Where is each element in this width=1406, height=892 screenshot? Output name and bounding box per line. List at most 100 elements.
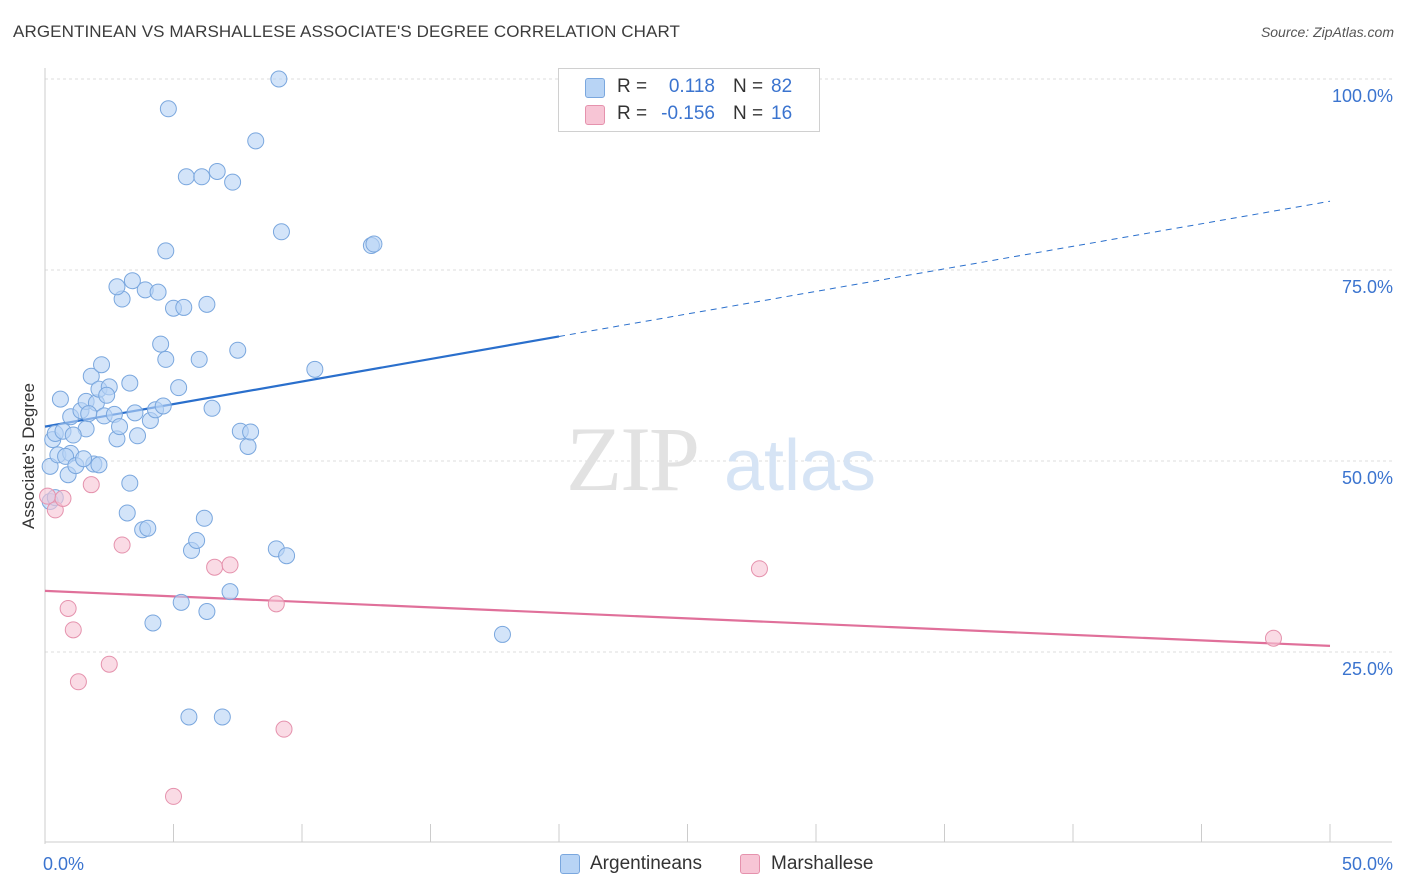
point-marshallese-4	[64, 621, 82, 639]
point-argentineans-78	[64, 426, 82, 444]
series-legend: Argentineans Marshallese	[0, 852, 1406, 876]
y-tick-label-75: 75.0%	[1342, 277, 1393, 297]
point-argentineans-35	[139, 519, 157, 537]
point-argentineans-29	[121, 474, 139, 492]
point-marshallese-11	[221, 556, 239, 574]
point-marshallese-5	[69, 673, 87, 691]
grid-lines	[45, 78, 1392, 653]
point-argentineans-43	[159, 100, 177, 118]
y-tick-label-25: 25.0%	[1342, 659, 1393, 679]
legend-label-marshallese: Marshallese	[771, 853, 874, 874]
point-argentineans-58	[203, 399, 221, 417]
legend-r-label: R =	[617, 103, 648, 124]
point-marshallese-13	[275, 720, 293, 738]
point-argentineans-52	[188, 531, 206, 549]
legend-row-argentineans: R = 0.118 N = 82	[559, 74, 819, 100]
point-marshallese-7	[100, 655, 118, 673]
point-argentineans-26	[108, 278, 126, 296]
point-argentineans-41	[154, 397, 172, 415]
y-axis-label: Associate's Degree	[19, 383, 38, 529]
legend-r-value: 0.118	[668, 76, 715, 97]
axes	[44, 68, 1392, 844]
point-argentineans-56	[198, 295, 216, 313]
point-marshallese-12	[267, 595, 285, 613]
point-argentineans-40	[152, 335, 170, 353]
point-argentineans-48	[175, 298, 193, 316]
point-marshallese-3	[59, 599, 77, 617]
point-argentineans-62	[224, 173, 242, 191]
point-argentineans-69	[272, 223, 290, 241]
source-label: Source: ZipAtlas.com	[1260, 24, 1394, 40]
point-argentineans-27	[118, 504, 136, 522]
legend-swatch-marshallese	[740, 854, 760, 874]
point-argentineans-79	[75, 450, 93, 468]
point-argentineans-50	[180, 708, 198, 726]
watermark: ZIP atlas	[566, 408, 876, 510]
point-argentineans-46	[170, 379, 188, 397]
point-argentineans-60	[213, 708, 231, 726]
point-argentineans-61	[221, 583, 239, 601]
point-argentineans-67	[247, 132, 265, 150]
point-argentineans-24	[111, 418, 129, 436]
point-argentineans-18	[90, 456, 108, 474]
trend-line-marshallese	[44, 589, 1331, 647]
point-argentineans-54	[193, 168, 211, 186]
y-tick-label-50: 50.0%	[1342, 468, 1393, 488]
point-argentineans-80	[80, 405, 98, 423]
point-argentineans-65	[239, 437, 257, 455]
point-argentineans-39	[149, 283, 167, 301]
legend-row-marshallese: R = -0.156 N = 16	[559, 101, 819, 127]
legend-r-label: R =	[617, 76, 648, 97]
data-points	[39, 70, 1282, 805]
point-marshallese-8	[113, 536, 131, 554]
point-argentineans-53	[190, 350, 208, 368]
correlation-legend: R = 0.118 N = 82 R = -0.156 N = 16	[558, 68, 820, 132]
point-marshallese-15	[1264, 629, 1282, 647]
point-argentineans-28	[121, 374, 139, 392]
point-argentineans-44	[157, 242, 175, 260]
point-argentineans-75	[493, 625, 511, 643]
point-argentineans-31	[126, 404, 144, 422]
point-argentineans-63	[229, 341, 247, 359]
chart-title: ARGENTINEAN VS MARSHALLESE ASSOCIATE'S D…	[13, 22, 681, 41]
legend-label-argentineans: Argentineans	[590, 853, 702, 874]
point-marshallese-10	[206, 558, 224, 576]
x-tick-label-max: 50.0%	[1342, 854, 1393, 874]
point-marshallese-9	[165, 787, 182, 805]
legend-swatch-blue	[585, 78, 605, 98]
y-tick-label-100: 100.0%	[1332, 86, 1393, 106]
legend-swatch-argentineans	[560, 854, 580, 874]
watermark-zip: ZIP	[566, 408, 698, 510]
legend-swatch-pink	[585, 105, 605, 125]
x-tick-label-min: 0.0%	[43, 854, 84, 874]
point-argentineans-59	[208, 162, 226, 180]
point-marshallese-6	[82, 476, 100, 494]
point-argentineans-72	[306, 360, 324, 378]
point-argentineans-37	[144, 614, 162, 632]
point-argentineans-57	[198, 603, 216, 621]
point-argentineans-66	[242, 423, 260, 441]
point-argentineans-5	[51, 390, 69, 408]
legend-n-label: N =	[733, 103, 764, 124]
point-argentineans-30	[123, 272, 141, 290]
point-argentineans-47	[172, 593, 190, 611]
point-argentineans-71	[270, 70, 288, 88]
point-argentineans-32	[129, 427, 147, 445]
point-argentineans-55	[195, 509, 213, 527]
legend-n-value: 16	[771, 103, 793, 124]
tick-labels: 25.0% 50.0% 75.0% 100.0% 0.0% 50.0%	[43, 86, 1393, 874]
point-argentineans-14	[82, 367, 100, 385]
point-marshallese-2	[54, 489, 72, 507]
point-argentineans-81	[98, 386, 116, 404]
point-argentineans-74	[365, 235, 383, 253]
watermark-atlas: atlas	[724, 426, 876, 506]
legend-n-value: 82	[771, 76, 793, 97]
legend-r-value: -0.156	[661, 103, 715, 124]
point-argentineans-49	[177, 168, 195, 186]
point-marshallese-14	[750, 560, 768, 578]
point-argentineans-19	[93, 356, 111, 374]
point-argentineans-42	[157, 350, 175, 368]
trend-line-argentineans-extension	[558, 200, 1331, 337]
legend-n-label: N =	[733, 76, 764, 97]
